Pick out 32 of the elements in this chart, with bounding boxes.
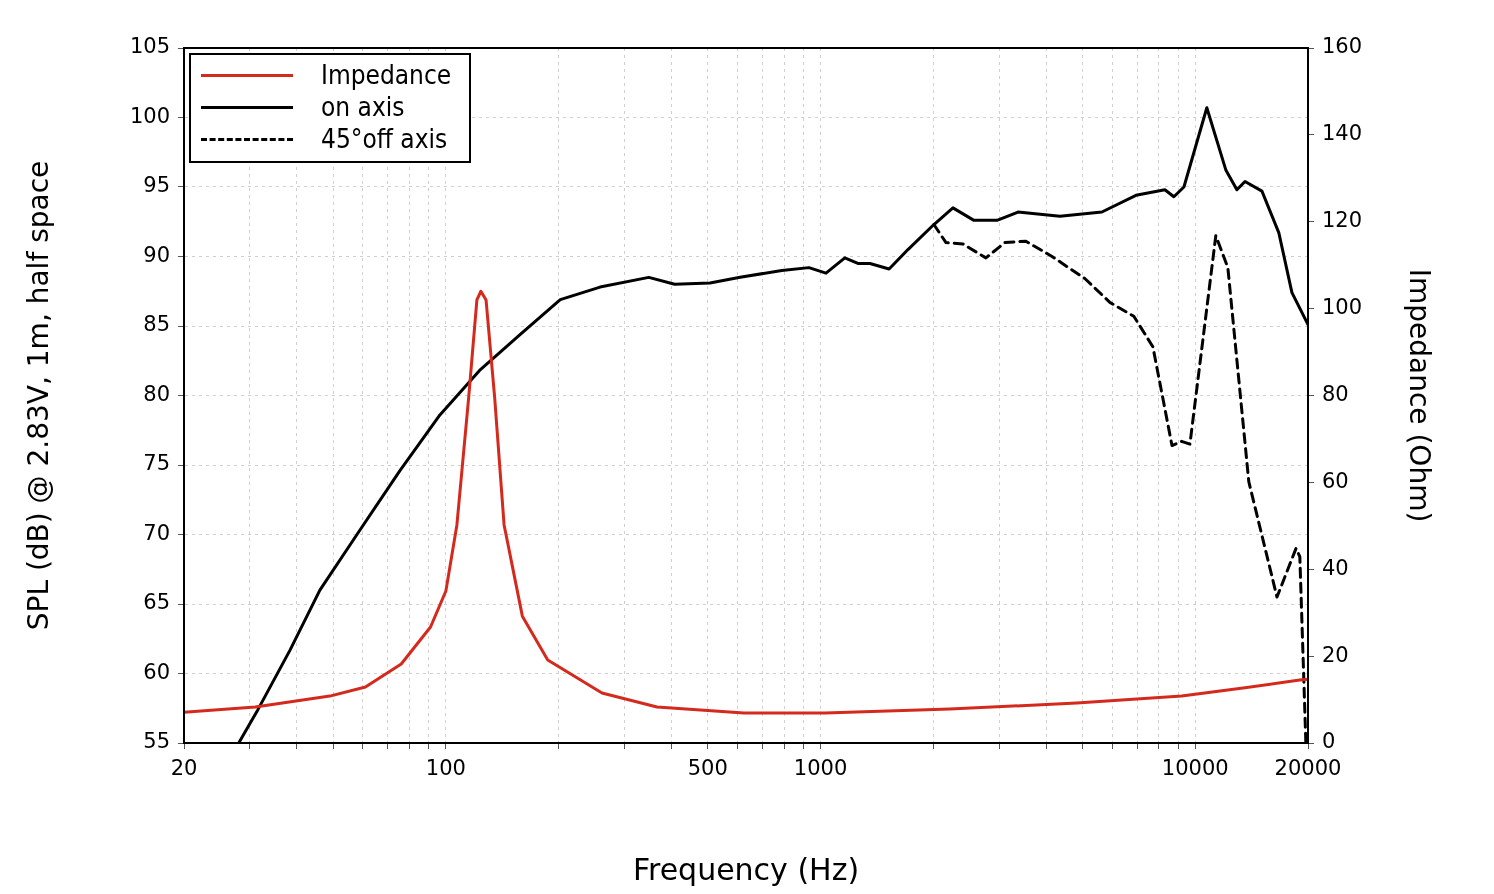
x-tick-label: 500 <box>687 756 728 781</box>
y2-tick-label: 0 <box>1322 729 1336 754</box>
y2-tick-label: 20 <box>1322 642 1349 667</box>
y-tick-label: 95 <box>143 173 170 198</box>
y-tick-label: 60 <box>143 659 170 684</box>
x-tick-label: 10000 <box>1161 756 1229 781</box>
x-tick-label: 20000 <box>1274 756 1342 781</box>
y-tick-label: 55 <box>143 729 170 754</box>
y-tick-label: 100 <box>129 103 170 128</box>
legend-label: on axis <box>321 91 405 123</box>
x-tick-label: 1000 <box>793 756 848 781</box>
y-tick-label: 105 <box>129 34 170 59</box>
y-tick-label: 80 <box>143 381 170 406</box>
y-tick-label: 70 <box>143 520 170 545</box>
x-axis-title: Frequency (Hz) <box>632 851 860 887</box>
y2-tick-label: 140 <box>1322 121 1363 146</box>
x-tick-label: 20 <box>170 756 198 781</box>
y2-tick-label: 100 <box>1322 295 1363 320</box>
y2-tick-label: 160 <box>1322 34 1363 59</box>
legend-label: 45°off axis <box>321 123 448 155</box>
x-tick-label: 100 <box>425 756 466 781</box>
y-tick-label: 75 <box>143 451 170 476</box>
y2-tick-label: 120 <box>1322 208 1363 233</box>
y-axis-title: SPL (dB) @ 2.83V, 1m, half space <box>22 160 56 631</box>
y2-axis-title: Impedance (Ohm) <box>1402 268 1436 523</box>
legend-label: Impedance <box>321 59 452 91</box>
y2-tick-label: 60 <box>1322 468 1349 493</box>
y-tick-label: 85 <box>143 312 170 337</box>
y-tick-label: 90 <box>143 242 170 267</box>
y-tick-label: 65 <box>143 590 170 615</box>
y2-tick-label: 80 <box>1322 381 1349 406</box>
y2-tick-label: 40 <box>1322 555 1349 580</box>
